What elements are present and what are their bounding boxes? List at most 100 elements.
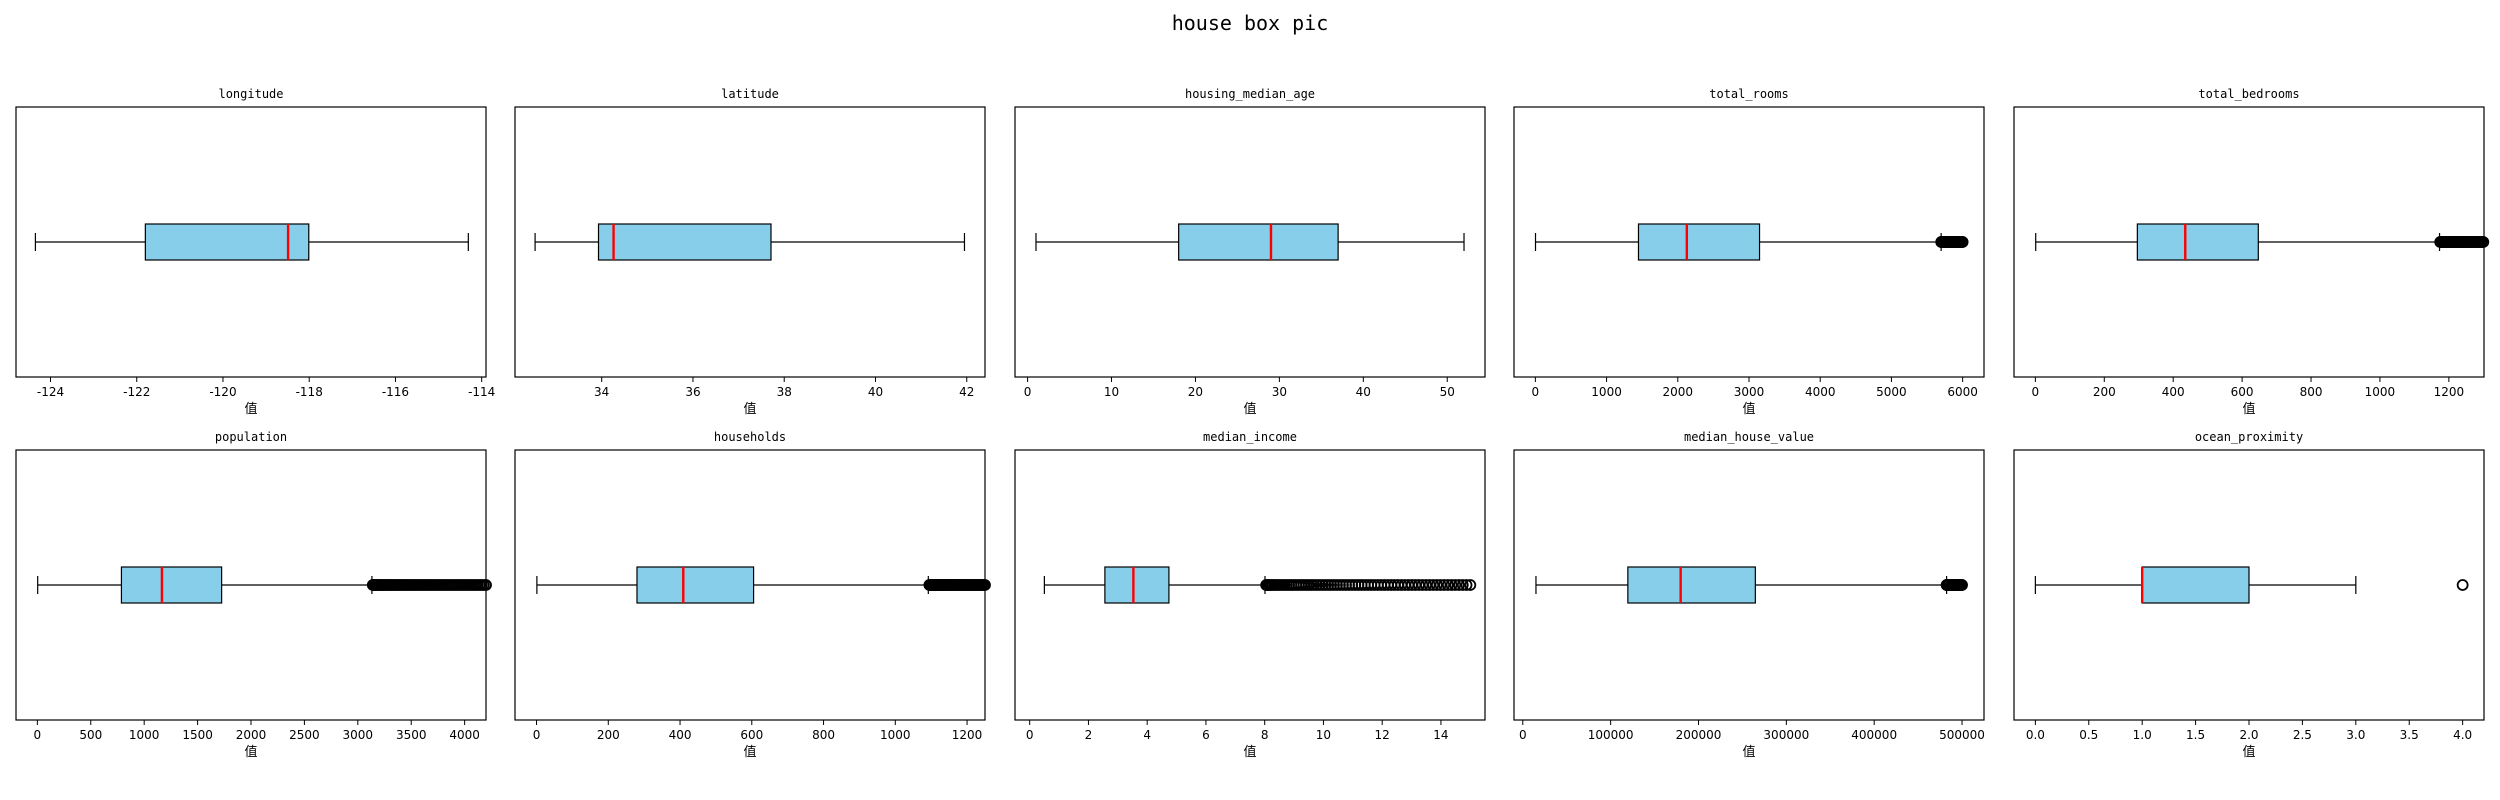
x-tick-label: 3.0 [2346,728,2365,742]
x-tick-label: 4000 [1805,385,1836,399]
x-tick-label: 36 [685,385,700,399]
outlier-point [1453,579,1465,591]
subplot-total_bedrooms: total_bedrooms 0 200 400 600 800 1000 1200 值 [2013,87,2490,417]
x-axis-label: 值 [743,401,756,417]
iqr-box [2141,566,2250,604]
axes-frame [514,106,986,378]
x-tick-label: 0 [533,728,541,742]
x-tick-label: -114 [468,385,495,399]
x-tick-label: 2000 [1663,385,1694,399]
x-tick-label: 0.0 [2026,728,2045,742]
outlier-point [1456,579,1469,591]
x-tick-label: 0 [34,728,42,742]
outlier-point [1430,579,1443,591]
x-tick-label: 0 [1519,728,1527,742]
x-tick-label: 400000 [1851,728,1897,742]
iqr-box [1178,223,1339,261]
subplot-housing_median_age: housing_median_age 0 10 20 30 40 50 值 [1014,87,1486,417]
subplot-grid: longitude-124 -122 -120 -118 -116 -114值latitu… [15,87,2490,760]
x-tick-label: -116 [382,385,409,399]
subplot-title: longitude [218,87,283,101]
x-tick-label: 4 [1143,728,1151,742]
x-tick-label: 50 [1440,385,1455,399]
x-tick-label: 40 [1356,385,1371,399]
x-tick-label: 1000 [129,728,160,742]
subplot-title: latitude [721,87,779,101]
outlier-point [1438,579,1451,591]
x-tick-label: 100000 [1588,728,1634,742]
x-tick-label: 20 [1188,385,1203,399]
subplot-title: housing_median_age [1185,87,1315,101]
outlier-point [1445,579,1458,591]
x-tick-label: 500 [79,728,102,742]
x-tick-label: 800 [2300,385,2323,399]
iqr-box [120,566,223,604]
outlier-point [2456,579,2469,591]
x-tick-label: 1.0 [2133,728,2152,742]
subplot-title: population [215,430,287,444]
axes-frame [1014,106,1486,378]
x-tick-label: 4000 [449,728,480,742]
outlier-point [2477,236,2490,248]
iqr-box [1637,223,1761,261]
x-tick-label: 34 [594,385,609,399]
outlier-point [1434,579,1447,591]
x-tick-label: 12 [1375,728,1390,742]
x-tick-label: 200 [2093,385,2116,399]
x-axis-label: 值 [244,401,257,417]
x-tick-label: 30 [1272,385,1287,399]
subplot-latitude: latitude 34 36 38 40 42 值 [514,87,986,417]
subplot-total_rooms: total_rooms 0 1000 2000 3000 4000 5000 6000 值 [1513,87,1985,417]
outlier-point [1956,579,1968,591]
x-tick-label: -122 [123,385,150,399]
outlier-point [1460,579,1473,591]
subplot-title: total_bedrooms [2198,87,2299,101]
x-tick-label: 10 [1104,385,1119,399]
x-axis-label: 值 [2242,401,2255,417]
x-tick-label: 1200 [2434,385,2465,399]
subplot-population: population 0 500 1000 1500 2000 2500 3000 3500 40… [15,430,492,760]
outlier-point [1464,579,1477,591]
iqr-box [144,223,310,261]
x-tick-label: 3.5 [2400,728,2419,742]
subplot-ocean_proximity: ocean_proximity 0.0 0.5 1.0 1.5 2.0 2.5 3.0 3.5 4… [2013,430,2485,760]
x-tick-label: 0 [1026,728,1034,742]
x-tick-label: 42 [959,385,974,399]
subplot-title: total_rooms [1709,87,1788,101]
subplot-title: ocean_proximity [2195,430,2303,444]
x-tick-label: 400 [2162,385,2185,399]
x-tick-label: 800 [812,728,835,742]
x-tick-label: 2500 [289,728,320,742]
axes-frame [1513,449,1985,721]
outlier-point [1956,236,1969,248]
axes-frame [15,106,487,378]
iqr-box [636,566,755,604]
x-axis-label: 值 [244,744,257,760]
x-tick-label: 1000 [880,728,911,742]
x-tick-label: 400 [669,728,692,742]
x-tick-label: 14 [1433,728,1448,742]
x-tick-label: -118 [296,385,323,399]
axes-frame [514,449,986,721]
x-tick-label: 40 [868,385,883,399]
x-tick-label: -124 [37,385,64,399]
x-axis-label: 值 [2242,744,2255,760]
figure-title: house box pic [1172,11,1329,35]
x-tick-label: 6 [1202,728,1210,742]
x-axis-label: 值 [1243,401,1256,417]
subplot-title: households [714,430,786,444]
x-tick-label: 600 [2231,385,2254,399]
x-tick-label: 38 [777,385,792,399]
x-tick-label: 3000 [1734,385,1765,399]
outlier-point [1427,579,1440,591]
outlier-point [1441,579,1454,591]
x-axis-label: 值 [743,744,756,760]
x-tick-label: 1.5 [2186,728,2205,742]
subplot-households: households 0 200 400 600 800 1000 1200 值 [514,430,991,760]
x-tick-label: 2000 [236,728,267,742]
x-axis-label: 值 [1742,401,1755,417]
x-tick-label: 3500 [396,728,427,742]
x-axis-label: 值 [1243,744,1256,760]
x-tick-label: 10 [1316,728,1331,742]
